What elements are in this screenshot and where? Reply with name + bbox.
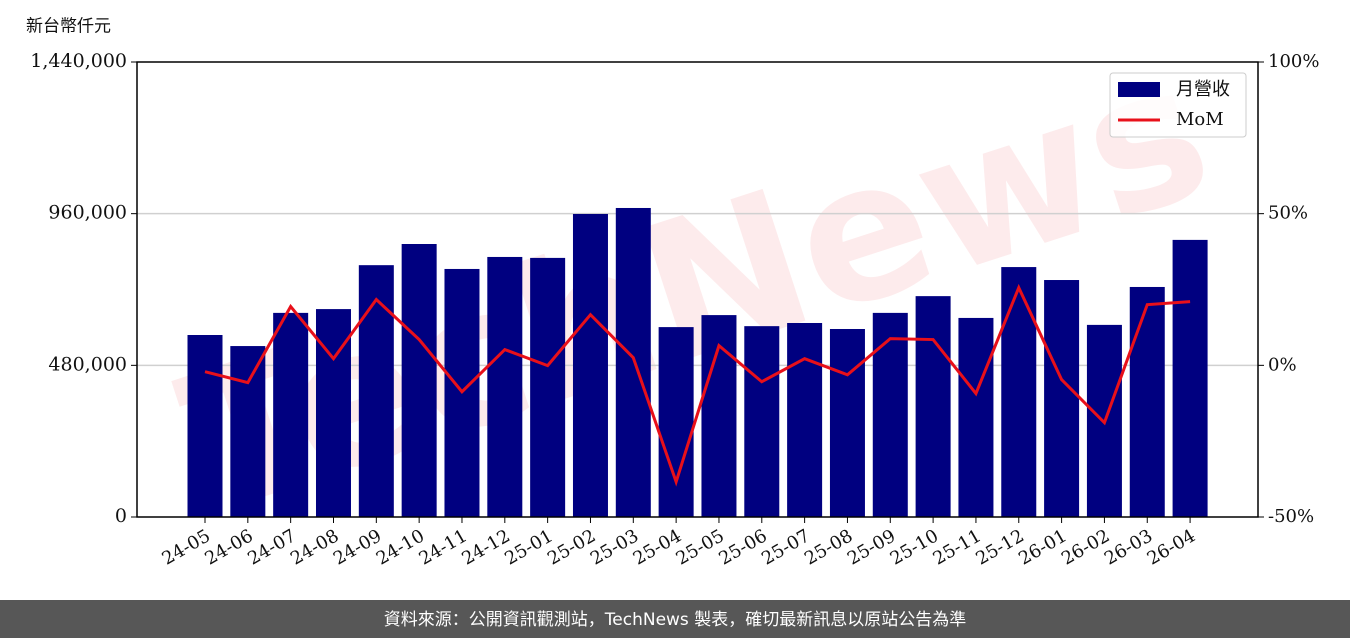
x-tick-label: 25-04 [630,525,685,569]
bar [658,327,694,517]
y-tick-label: 0 [115,505,127,527]
x-tick-label: 26-02 [1058,525,1113,569]
bar [1129,286,1165,517]
bar [915,296,951,517]
y2-tick-label: 50% [1268,203,1308,224]
y-tick-label: 960,000 [48,202,127,224]
bar [1044,280,1080,517]
x-tick-label: 26-03 [1101,525,1156,569]
bar [958,317,994,517]
bar [572,213,608,517]
x-tick-label: 25-12 [972,525,1027,569]
bar [358,265,394,517]
footer: 資料來源：公開資訊觀測站，TechNews 製表，確切最新訊息以原站公告為準 [384,610,966,630]
x-tick-label: 24-05 [159,525,214,569]
bar [1172,239,1208,517]
bar [230,346,266,517]
bar [530,257,566,517]
x-tick-label: 25-02 [544,525,599,569]
bar [401,244,437,517]
x-tick-label: 25-09 [844,525,899,569]
bar [1001,267,1037,517]
x-tick-label: 25-06 [715,525,770,569]
bar [615,207,651,517]
y-tick-label: 480,000 [48,353,127,375]
bar [273,312,309,517]
y-axis-label: 新台幣仟元 [26,17,111,37]
bar [187,335,223,517]
bar [744,326,780,517]
x-tick-label: 25-07 [758,525,813,569]
bar [829,328,865,517]
x-tick-label: 25-01 [501,525,556,569]
legend-swatch [1118,82,1160,97]
x-tick-label: 26-01 [1015,525,1070,569]
x-tick-label: 25-08 [801,525,856,569]
x-tick-label: 26-04 [1144,525,1199,569]
x-tick-label: 25-11 [930,525,985,569]
bar [872,312,908,517]
mom-line [204,283,1191,487]
bar [787,322,823,517]
legend-label: MoM [1176,109,1224,130]
footer-bar [0,600,1350,638]
x-tick-label: 24-09 [330,525,385,569]
legend-label: 月營收 [1176,79,1230,100]
x-tick-label: 24-11 [416,525,471,569]
x-tick-label: 24-10 [373,525,428,569]
y2-tick-label: -50% [1268,506,1314,527]
x-tick-label: 24-12 [458,525,513,569]
y2-tick-label: 0% [1268,354,1297,375]
y2-tick-label: 100% [1268,51,1319,72]
bar [487,256,523,517]
x-tick-label: 25-05 [673,525,728,569]
plot-frame [136,61,1259,518]
x-tick-label: 25-10 [887,525,942,569]
x-tick-label: 25-03 [587,525,642,569]
y-tick-label: 1,440,000 [30,50,127,72]
